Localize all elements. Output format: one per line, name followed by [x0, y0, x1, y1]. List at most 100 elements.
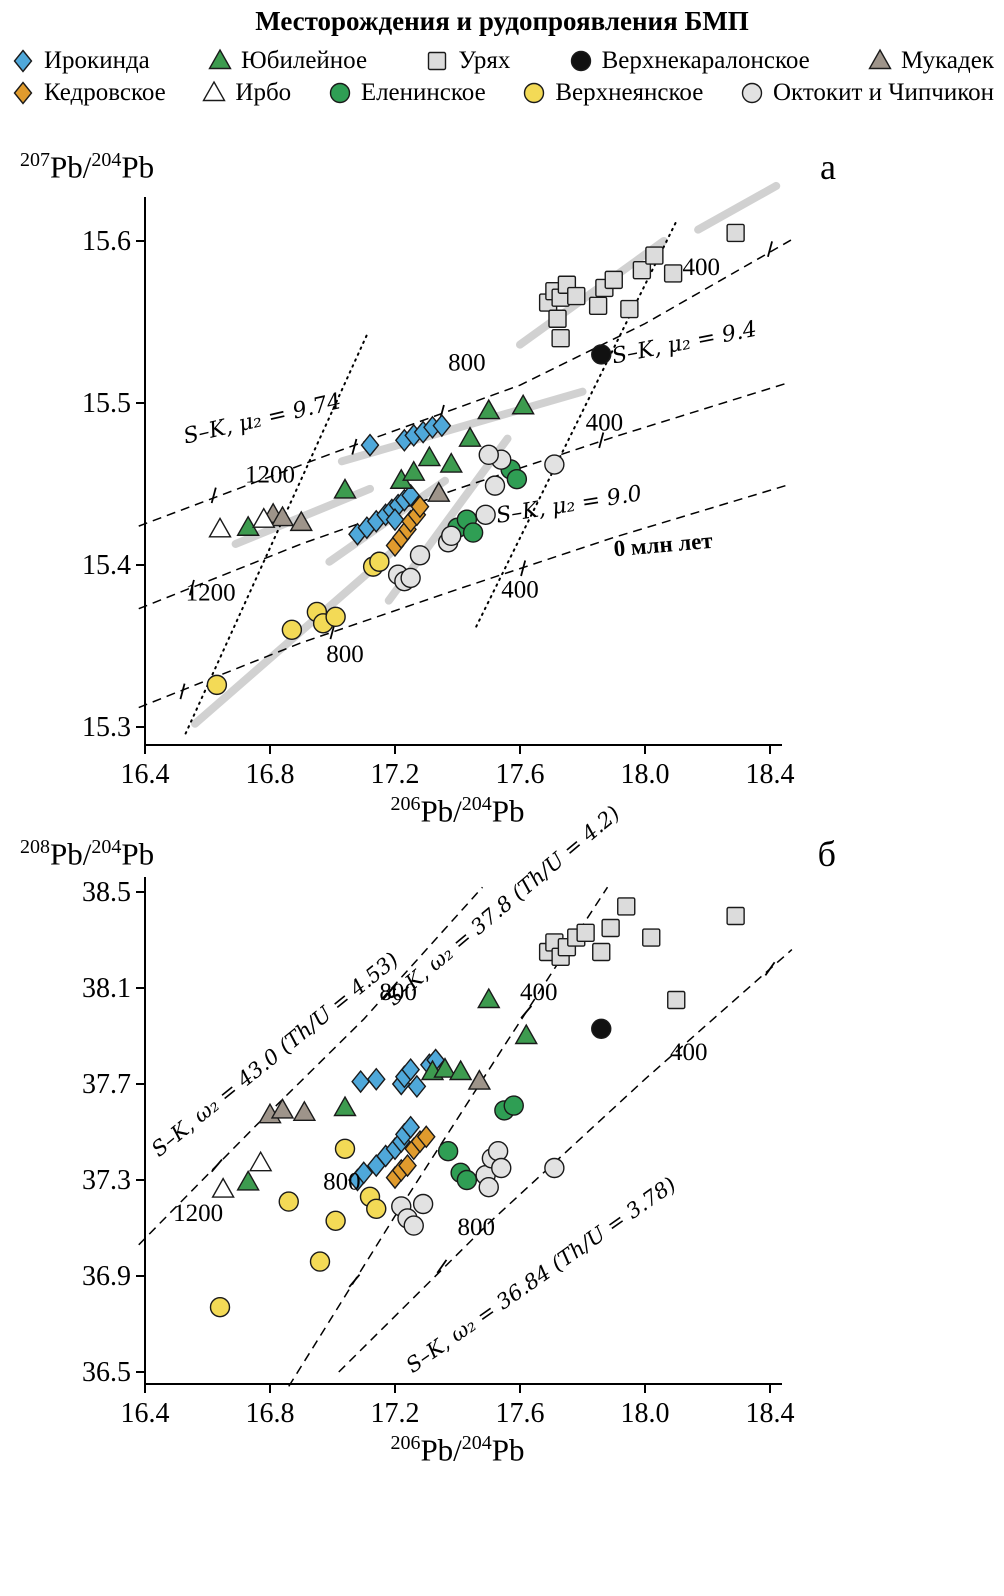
point-uryakh-5 [576, 923, 595, 942]
y-tick-label-0: 36.5 [82, 1357, 131, 1388]
chart-a: 16.4 16.8 17.2 17.6 18.0 18.4 15.3 15.4 15.5 15.6… [82, 182, 796, 790]
sk-mu-9.74-curve [138, 237, 796, 528]
isochron-400-line [475, 220, 678, 628]
point-uryakh-5 [548, 309, 567, 329]
x-tick-label-1: 16.8 [246, 759, 295, 790]
curve-tick-3 [520, 1005, 533, 1019]
point-uryakh-9 [604, 271, 623, 290]
eleninskoe-marker-icon [329, 82, 351, 104]
figure-title: Месторождения и рудопроявления БМП [255, 6, 749, 36]
point-uryakh-8 [617, 897, 636, 916]
x-tick-label-3: 17.6 [496, 1398, 545, 1429]
x-axis-title-b-sup2: 204 [461, 1431, 492, 1454]
point-mukadek-1 [270, 505, 295, 527]
x-axis-title-b-sup1: 206 [390, 1431, 421, 1454]
legend-label-irokinda: Ирокинда [44, 47, 150, 74]
point-mukadek-3 [427, 481, 451, 503]
panel-letter-a: а [820, 147, 836, 188]
point-mukadek-1 [270, 1097, 295, 1119]
annotation-1-6: 1200 [173, 1200, 223, 1227]
annotation-1-7: 800 [323, 1169, 361, 1196]
point-uryakh-10 [620, 300, 639, 319]
annotation-0-6: 800 [448, 350, 486, 377]
legend-row-1: Ирокинда Юбилейное Урях Верхнекаралонское Му… [0, 45, 1004, 77]
curve-tick-4 [436, 1259, 448, 1274]
curve-tick-6 [520, 560, 527, 577]
yubileynoe-marker-icon [208, 48, 232, 70]
y-axis-title-a-mid: Pb/ [50, 149, 92, 185]
point-irokinda-0 [351, 1069, 371, 1094]
point-oktokit-chipchikon-9 [544, 1157, 565, 1179]
annotation-0-9: 400 [501, 577, 539, 604]
trend-line-3 [337, 387, 587, 466]
point-yubileynoe-8 [511, 394, 535, 415]
y-axis-title-b-mid: Pb/ [50, 835, 92, 871]
verkhneyanskoe-marker-shape [524, 82, 545, 104]
point-irokinda-13 [401, 484, 421, 508]
mukadek-marker-shape [868, 48, 892, 70]
point-mukadek-2 [292, 1100, 317, 1121]
point-eleninskoe-2 [462, 522, 484, 544]
irokinda-marker-icon [13, 49, 33, 73]
legend-item-oktokit-chipchikon: Октокит и Чипчикон [737, 79, 994, 107]
verkhnekaralonskoe-marker-icon [570, 50, 591, 72]
x-tick-label-4: 18.0 [621, 1398, 670, 1429]
curve-tick-5 [764, 961, 776, 976]
curve-tick-5 [179, 683, 186, 700]
chart-b: 16.4 16.8 17.2 17.6 18.0 18.4 36.5 36.9 37.3 37.7… [82, 801, 795, 1429]
annotation-1-3: 800 [379, 979, 417, 1006]
point-uryakh-12 [645, 246, 664, 266]
y-tick-label-3: 37.7 [82, 1069, 131, 1100]
curve-tick-0 [211, 1158, 223, 1173]
point-irbo-1 [248, 1150, 273, 1172]
point-irokinda-4 [401, 1057, 421, 1082]
point-yubileynoe-4 [448, 1059, 473, 1081]
isochron-1200-line [184, 334, 368, 735]
point-oktokit-chipchikon-7 [484, 475, 506, 497]
y-tick-label-1: 15.4 [82, 550, 131, 581]
y-tick-label-2: 37.3 [82, 1165, 131, 1196]
yubileynoe-marker-shape [208, 48, 232, 70]
point-uryakh-11 [726, 906, 745, 926]
point-yubileynoe-5 [439, 452, 463, 474]
eleninskoe-marker-shape [329, 82, 351, 104]
x-tick-label-5: 18.4 [746, 759, 795, 790]
x-axis-title-b-tail: Pb [491, 1432, 525, 1468]
legend-label-uryakh: Урях [458, 47, 511, 74]
point-yubileynoe-1 [333, 478, 357, 500]
x-tick-label-2: 17.2 [371, 1398, 420, 1429]
y-axis-title-a-sup2: 204 [91, 149, 122, 171]
point-irokinda-0 [360, 433, 380, 458]
y-tick-label-4: 38.1 [82, 973, 131, 1004]
point-verkhneyanskoe-4 [334, 1138, 356, 1159]
point-oktokit-chipchikon-10 [544, 454, 565, 476]
point-eleninskoe-4 [503, 1095, 524, 1116]
sk-omega-36.84-curve [338, 949, 793, 1373]
panel-b-header: 208Pb/204Pb б [0, 836, 1004, 872]
x-tick-label-5: 18.4 [746, 1398, 795, 1429]
x-axis-title-b-mid: Pb/ [420, 1432, 462, 1468]
y-axis-title-b-tail: Pb [121, 835, 155, 871]
point-mukadek-2 [289, 510, 313, 532]
point-irokinda-1 [366, 1067, 386, 1091]
annotation-0-10: 400 [683, 254, 721, 281]
legend-label-verkhnekaralonskoe: Верхнекаралонское [601, 47, 810, 74]
annotation-0-7: 800 [326, 642, 364, 669]
trend-line-5 [516, 237, 668, 350]
irbo-marker-icon [202, 80, 227, 102]
figure: Месторождения и рудопроявления БМП Ироки… [0, 6, 1004, 1596]
legend: Ирокинда Юбилейное Урях Верхнекаралонское Му… [0, 45, 1004, 109]
point-verkhnekaralonskoe-0 [591, 344, 612, 365]
curve-tick-4 [598, 432, 605, 449]
point-uryakh-13 [663, 264, 683, 283]
curve-tick-1 [351, 439, 358, 456]
x-tick-label-4: 18.0 [621, 759, 670, 790]
legend-label-yubileynoe: Юбилейное [241, 47, 368, 74]
oktokit-chipchikon-marker-shape [741, 82, 763, 104]
sk-omega-37.8-curve [288, 886, 609, 1387]
kedrovskoe-marker-shape [13, 81, 33, 105]
y-axis-title-b-sup1: 208 [20, 835, 50, 858]
annotation-1-2: S–K, ω₂ = 36.84 (Th/U = 3.78) [402, 1172, 681, 1377]
point-eleninskoe-0 [437, 1140, 459, 1162]
legend-label-verkhneyanskoe: Верхнеянское [555, 79, 704, 106]
